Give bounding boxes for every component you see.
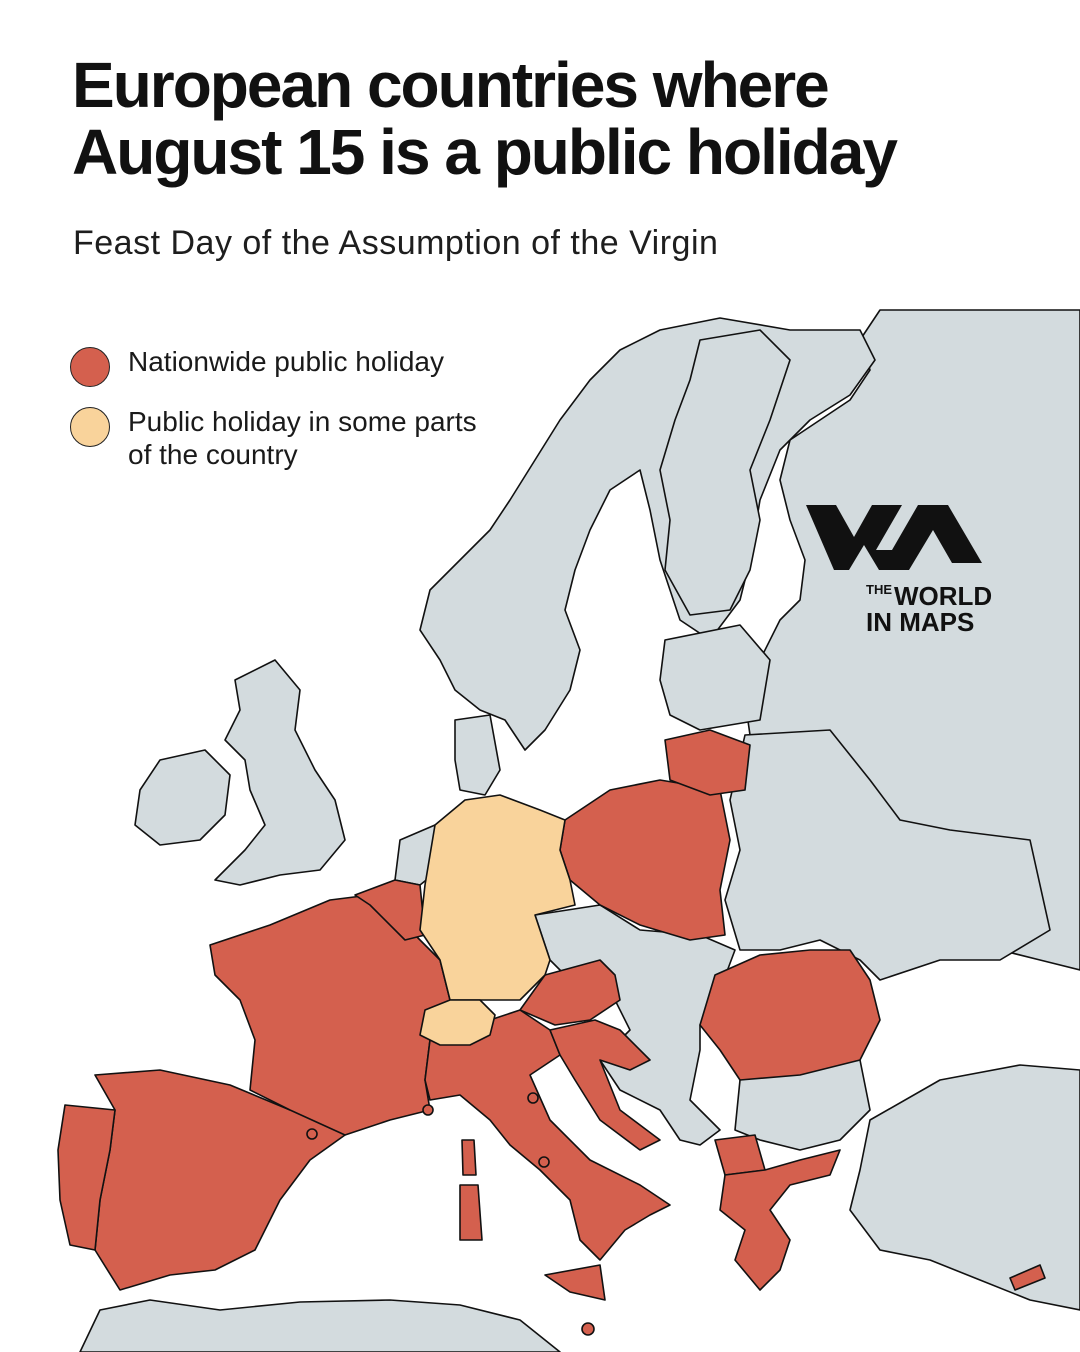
legend-swatch-nationwide <box>70 347 110 387</box>
map-vatican <box>538 1156 550 1168</box>
title-line-1: European countries where <box>72 49 830 121</box>
map-north-macedonia <box>714 1134 766 1176</box>
legend-label-partial: Public holiday in some parts of the coun… <box>128 406 477 470</box>
logo-in-maps: IN MAPS <box>866 607 975 637</box>
map-bulgaria <box>734 1059 871 1151</box>
map-germany <box>419 794 576 1001</box>
map-romania <box>699 949 881 1081</box>
world-in-maps-logo: THEWORLD IN MAPS <box>806 505 1036 635</box>
map-andorra <box>306 1128 318 1140</box>
map-malta <box>581 1322 595 1336</box>
map-sardinia <box>459 1184 483 1241</box>
wm-logo-mark <box>806 505 982 570</box>
logo-text: THEWORLD IN MAPS <box>866 583 992 635</box>
map-finland <box>659 329 791 616</box>
legend-item-nationwide: Nationwide public holiday <box>70 345 488 387</box>
map-belarus-ukraine <box>724 729 1051 981</box>
map-portugal <box>57 1104 116 1251</box>
map-turkey <box>849 1064 1080 1311</box>
logo-the: THE <box>866 582 892 597</box>
map-ireland <box>134 749 231 846</box>
page-subtitle: Feast Day of the Assumption of the Virgi… <box>73 224 719 262</box>
logo-world: WORLD <box>894 581 993 611</box>
map-switzerland <box>419 999 496 1046</box>
map-monaco <box>422 1104 434 1116</box>
legend: Nationwide public holiday Public holiday… <box>70 345 488 489</box>
map-lithuania <box>664 729 751 796</box>
map-croatia <box>549 1019 661 1151</box>
map-north-africa <box>79 1299 561 1352</box>
map-austria <box>519 959 621 1026</box>
map-denmark <box>454 714 501 796</box>
legend-swatch-partial <box>70 407 110 447</box>
map-great-britain <box>214 659 346 886</box>
europe-map <box>57 309 1080 1352</box>
map-sicily <box>544 1264 606 1301</box>
map-baltic-north <box>659 624 771 731</box>
legend-label-nationwide: Nationwide public holiday <box>128 346 444 377</box>
page-title: European countries where August 15 is a … <box>72 52 1052 185</box>
legend-item-partial: Public holiday in some parts of the coun… <box>70 405 488 471</box>
map-greece <box>719 1149 841 1291</box>
title-line-2: August 15 is a public holiday <box>72 115 898 188</box>
map-cyprus <box>1009 1264 1046 1291</box>
map-corsica <box>461 1139 477 1176</box>
map-san-marino <box>527 1092 539 1104</box>
